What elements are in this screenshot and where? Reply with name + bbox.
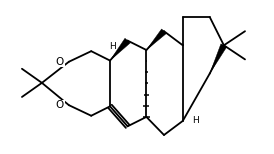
Polygon shape [110,38,130,61]
Polygon shape [210,44,227,73]
Polygon shape [146,29,166,50]
Text: O: O [56,57,64,67]
Text: H: H [109,42,116,51]
Text: O: O [56,100,64,110]
Text: H: H [192,116,199,125]
